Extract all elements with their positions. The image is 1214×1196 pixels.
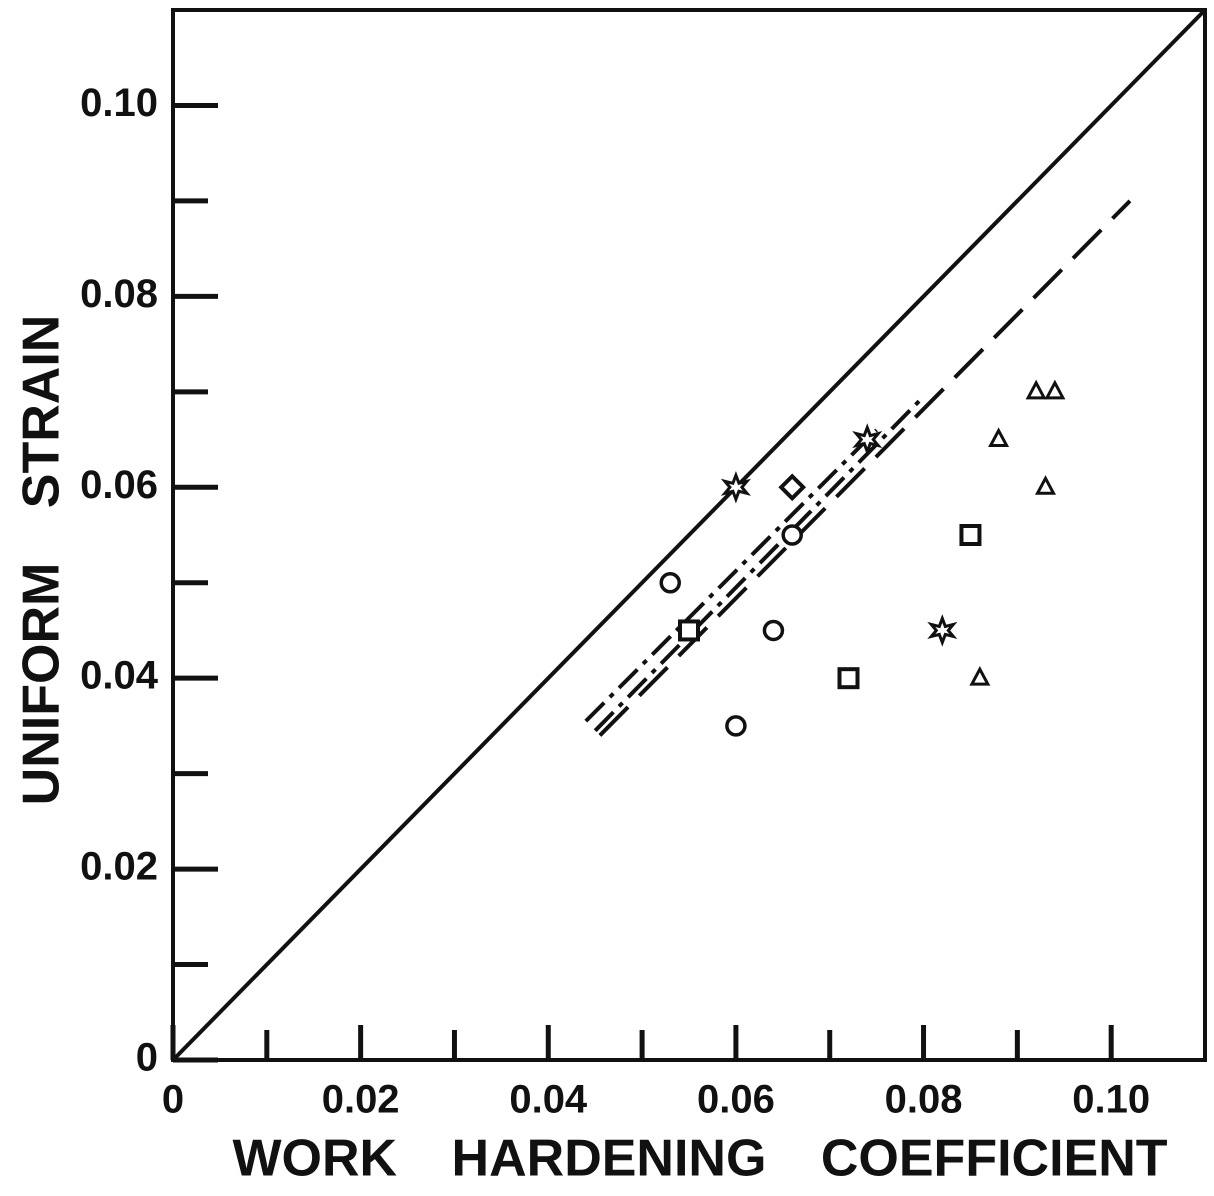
plot-frame — [171, 8, 1207, 1062]
square-point — [959, 524, 982, 546]
x-tick-label: 0.04 — [509, 1078, 588, 1122]
diamond-point — [778, 473, 807, 502]
triangle-point — [969, 665, 991, 686]
x-tick-label: 0.10 — [1072, 1078, 1150, 1122]
triangle-point — [988, 427, 1010, 448]
circle-point — [659, 571, 681, 594]
reference-line — [171, 8, 1207, 1062]
square-point — [678, 619, 700, 642]
triangle-point — [1025, 379, 1047, 400]
y-tick-label: 0.06 — [80, 463, 158, 507]
x-tick-label: 0.02 — [322, 1078, 400, 1122]
star-point — [720, 471, 752, 504]
circle-point — [725, 715, 747, 737]
circle-point — [762, 619, 785, 642]
y-tick-label: 0.04 — [80, 654, 159, 698]
y-tick-label: 0.02 — [80, 845, 158, 889]
x-axis-label: WORK HARDENING COEFFICIENT — [232, 1130, 1167, 1188]
triangle-point — [1044, 379, 1066, 400]
triangle-point — [1035, 475, 1057, 495]
y-tick-label: 0.08 — [80, 272, 158, 316]
y-axis-label: UNIFORM STRAIN — [13, 315, 71, 806]
circle-point — [781, 524, 803, 546]
x-tick-label: 0 — [162, 1078, 184, 1122]
reference-line — [593, 395, 925, 733]
x-tick-label: 0.08 — [885, 1078, 963, 1122]
y-tick-label: 0.10 — [80, 81, 158, 125]
x-tick-label: 0.06 — [697, 1078, 775, 1122]
reference-line — [598, 199, 1132, 737]
y-tick-label: 0 — [136, 1036, 158, 1080]
square-point — [837, 667, 860, 690]
star-point — [927, 614, 958, 647]
reference-line — [584, 428, 879, 723]
star-point — [852, 423, 883, 456]
